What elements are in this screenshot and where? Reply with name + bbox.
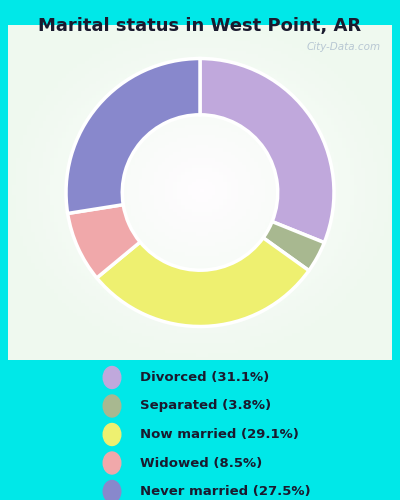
Wedge shape [68, 204, 140, 278]
Text: City-Data.com: City-Data.com [306, 42, 380, 51]
Text: Marital status in West Point, AR: Marital status in West Point, AR [38, 18, 362, 36]
Text: Now married (29.1%): Now married (29.1%) [140, 428, 299, 441]
Wedge shape [97, 238, 309, 326]
Wedge shape [263, 222, 324, 270]
Wedge shape [200, 58, 334, 242]
Text: Divorced (31.1%): Divorced (31.1%) [140, 371, 269, 384]
Wedge shape [66, 58, 200, 214]
Text: Never married (27.5%): Never married (27.5%) [140, 485, 311, 498]
Text: Widowed (8.5%): Widowed (8.5%) [140, 456, 262, 469]
Text: Separated (3.8%): Separated (3.8%) [140, 400, 271, 412]
